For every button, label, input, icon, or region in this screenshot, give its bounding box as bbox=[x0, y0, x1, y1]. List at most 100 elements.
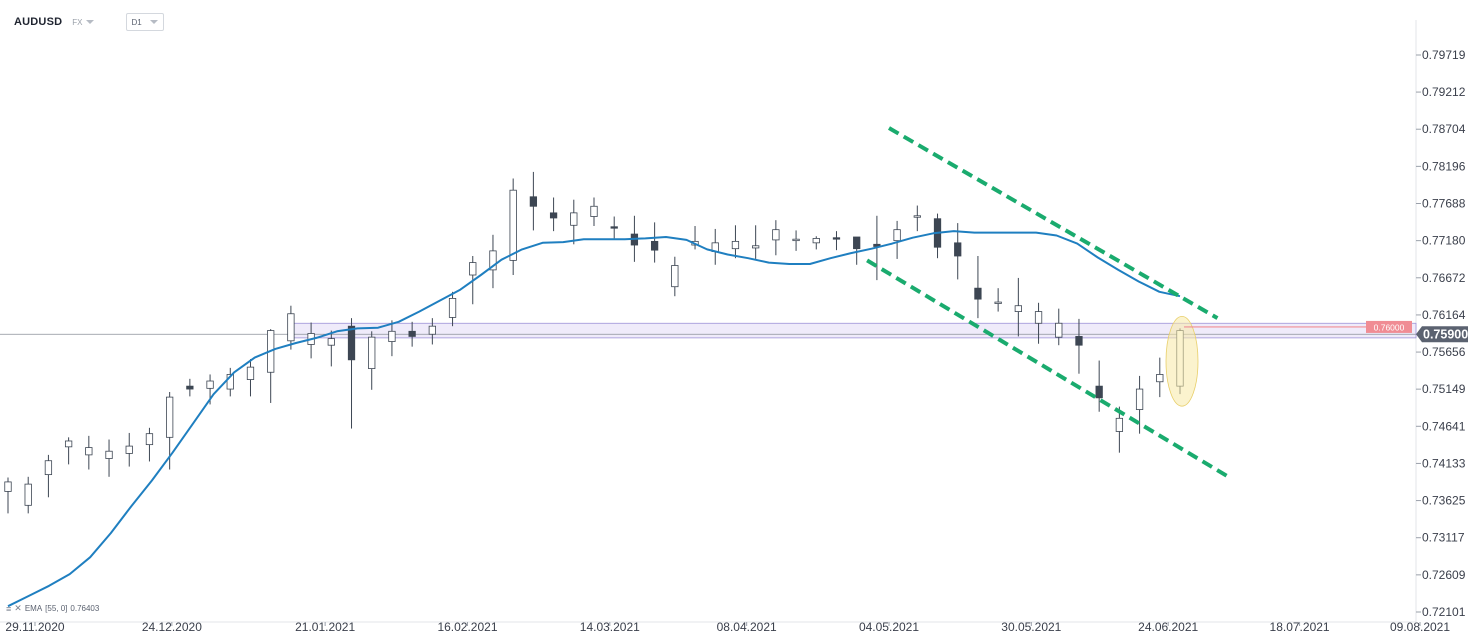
bull-candle-body bbox=[731, 240, 740, 250]
timeframe-selector[interactable]: D1 bbox=[125, 13, 164, 31]
date-tick-label: 08.04.2021 bbox=[717, 620, 777, 634]
bear-candle-body bbox=[832, 237, 841, 240]
time-axis: 29.11.2020 24.12.2020 21.01.2021 16.02.2021… bbox=[5, 620, 1450, 634]
candle bbox=[610, 216, 618, 239]
price-tick-label: 0.77688 bbox=[1422, 196, 1466, 210]
date-tick-label: 14.03.2021 bbox=[580, 620, 640, 634]
candle bbox=[1055, 308, 1063, 346]
candle bbox=[388, 320, 396, 357]
price-tick-label: 0.78196 bbox=[1422, 159, 1466, 173]
bear-candle-body bbox=[347, 325, 356, 361]
chart-grid bbox=[0, 20, 1417, 623]
bull-candle-body bbox=[125, 445, 133, 454]
date-tick-label: 09.08.2021 bbox=[1390, 620, 1450, 634]
ema-line bbox=[7, 230, 1181, 608]
candle bbox=[1115, 406, 1124, 453]
price-tick-label: 0.79212 bbox=[1422, 85, 1466, 99]
candle bbox=[105, 439, 113, 477]
bear-candle-body bbox=[974, 287, 982, 300]
candle bbox=[752, 225, 760, 259]
price-tick-label: 0.75656 bbox=[1422, 345, 1466, 359]
bull-candle-body bbox=[327, 338, 335, 346]
candle bbox=[186, 378, 194, 397]
bull-candle-body bbox=[469, 262, 477, 276]
bull-candle-body bbox=[105, 450, 113, 459]
candle bbox=[24, 476, 32, 514]
indicator-value: 0.76403 bbox=[70, 604, 100, 613]
candle bbox=[954, 223, 962, 280]
market-label: FX bbox=[72, 17, 83, 27]
chevron-down-icon bbox=[149, 20, 158, 24]
last-price-badge bbox=[1416, 326, 1468, 343]
candle bbox=[1075, 318, 1083, 374]
indicator-name: EMA bbox=[24, 604, 43, 613]
candle bbox=[145, 427, 154, 462]
price-tick-label: 0.73117 bbox=[1422, 531, 1465, 545]
date-tick-label: 29.11.2020 bbox=[5, 620, 64, 634]
bull-candle-body bbox=[1034, 311, 1043, 324]
bull-candle-body bbox=[812, 238, 820, 244]
price-tick-label: 0.77180 bbox=[1422, 234, 1466, 248]
candle bbox=[448, 291, 457, 327]
date-tick-label: 24.12.2020 bbox=[142, 620, 202, 634]
candle bbox=[974, 255, 982, 319]
level-badge-label: 0.76000 bbox=[1374, 322, 1405, 332]
candle bbox=[671, 256, 679, 297]
close-icon[interactable]: ✕ bbox=[14, 603, 22, 613]
bear-candle-body bbox=[1095, 385, 1103, 399]
price-badges: 0.76000 0.75900 bbox=[1184, 320, 1468, 343]
price-axis: 0.79719 0.79212 0.78704 0.78196 0.77688 0.771… bbox=[1416, 48, 1466, 619]
candle bbox=[85, 435, 93, 470]
bear-candle-body bbox=[610, 226, 618, 229]
bull-candle-body bbox=[772, 229, 780, 241]
price-tick-label: 0.75149 bbox=[1422, 382, 1466, 396]
indicator-params: [55, 0] bbox=[45, 604, 68, 613]
bull-candle-body bbox=[792, 238, 800, 242]
level-badge bbox=[1366, 320, 1412, 333]
candle bbox=[44, 454, 53, 498]
symbol-label[interactable]: AUDUSD bbox=[14, 16, 63, 28]
bull-candle-body bbox=[1014, 305, 1022, 312]
candle bbox=[731, 225, 740, 259]
bear-candle-body bbox=[549, 212, 558, 219]
bear-candle-body bbox=[529, 196, 538, 207]
candle bbox=[893, 220, 901, 259]
candle bbox=[570, 199, 578, 245]
market-selector[interactable]: FX bbox=[72, 17, 94, 27]
price-tick-label: 0.73625 bbox=[1422, 494, 1466, 508]
bull-candle-body bbox=[590, 205, 598, 217]
bull-candle-body bbox=[44, 460, 53, 476]
candle bbox=[267, 329, 275, 403]
indicator-list-icon[interactable]: ≡ bbox=[6, 603, 12, 614]
date-tick-label: 30.05.2021 bbox=[1001, 620, 1061, 634]
price-tick-label: 0.72101 bbox=[1422, 605, 1466, 619]
bear-candle-body bbox=[1075, 336, 1083, 346]
candle bbox=[1135, 375, 1144, 434]
last-price-label: 0.75900 bbox=[1423, 328, 1468, 342]
bull-candle-body bbox=[246, 366, 255, 380]
bull-candle-body bbox=[448, 298, 457, 318]
date-tick-label: 21.01.2021 bbox=[295, 620, 355, 634]
candle bbox=[792, 230, 800, 251]
channel-lower-line bbox=[866, 258, 1230, 479]
date-tick-label: 18.07.2021 bbox=[1270, 620, 1330, 634]
candle bbox=[832, 231, 841, 251]
bull-candle-body bbox=[752, 245, 760, 249]
candle bbox=[590, 197, 598, 227]
bull-candle-body bbox=[206, 380, 214, 389]
candle bbox=[327, 330, 335, 367]
bull-candle-body bbox=[226, 374, 234, 390]
date-tick-label: 24.06.2021 bbox=[1138, 620, 1198, 634]
bull-candle-body bbox=[1156, 374, 1164, 383]
candle bbox=[287, 305, 295, 350]
candle bbox=[711, 228, 719, 265]
bear-candle-body bbox=[408, 330, 416, 337]
bull-candle-body bbox=[64, 440, 73, 448]
bull-candle-body bbox=[145, 433, 154, 446]
candle bbox=[347, 318, 356, 429]
bull-candle-body bbox=[893, 229, 901, 242]
bull-candle-body bbox=[913, 215, 921, 218]
candle bbox=[994, 288, 1002, 312]
bull-candle-body bbox=[994, 301, 1002, 304]
